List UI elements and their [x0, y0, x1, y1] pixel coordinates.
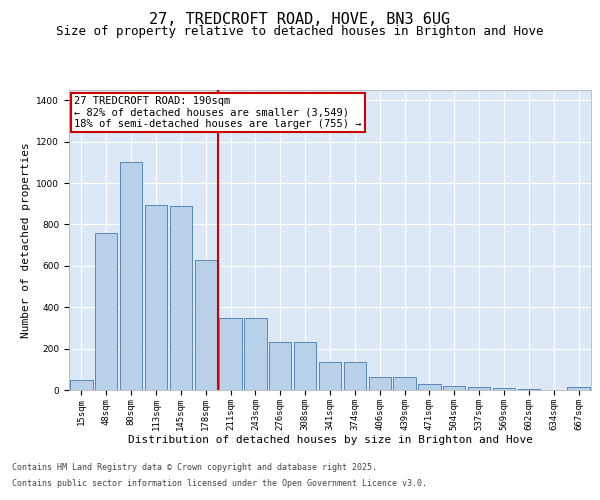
Text: Size of property relative to detached houses in Brighton and Hove: Size of property relative to detached ho… — [56, 25, 544, 38]
Text: Contains public sector information licensed under the Open Government Licence v3: Contains public sector information licen… — [12, 478, 427, 488]
Text: 27 TREDCROFT ROAD: 190sqm
← 82% of detached houses are smaller (3,549)
18% of se: 27 TREDCROFT ROAD: 190sqm ← 82% of detac… — [74, 96, 362, 129]
Bar — [120, 162, 142, 390]
Bar — [394, 376, 416, 390]
Bar — [194, 260, 217, 390]
Bar — [95, 233, 118, 390]
Bar — [418, 384, 440, 390]
Bar — [443, 386, 466, 390]
Bar — [269, 342, 292, 390]
Bar — [368, 376, 391, 390]
Y-axis label: Number of detached properties: Number of detached properties — [21, 142, 31, 338]
X-axis label: Distribution of detached houses by size in Brighton and Hove: Distribution of detached houses by size … — [128, 436, 533, 446]
Bar — [294, 342, 316, 390]
Bar — [493, 388, 515, 390]
Bar — [70, 380, 92, 390]
Bar — [568, 387, 590, 390]
Bar — [220, 318, 242, 390]
Bar — [518, 389, 540, 390]
Text: 27, TREDCROFT ROAD, HOVE, BN3 6UG: 27, TREDCROFT ROAD, HOVE, BN3 6UG — [149, 12, 451, 28]
Bar — [145, 205, 167, 390]
Bar — [170, 206, 192, 390]
Bar — [344, 362, 366, 390]
Bar — [244, 318, 266, 390]
Text: Contains HM Land Registry data © Crown copyright and database right 2025.: Contains HM Land Registry data © Crown c… — [12, 464, 377, 472]
Bar — [468, 387, 490, 390]
Bar — [319, 362, 341, 390]
